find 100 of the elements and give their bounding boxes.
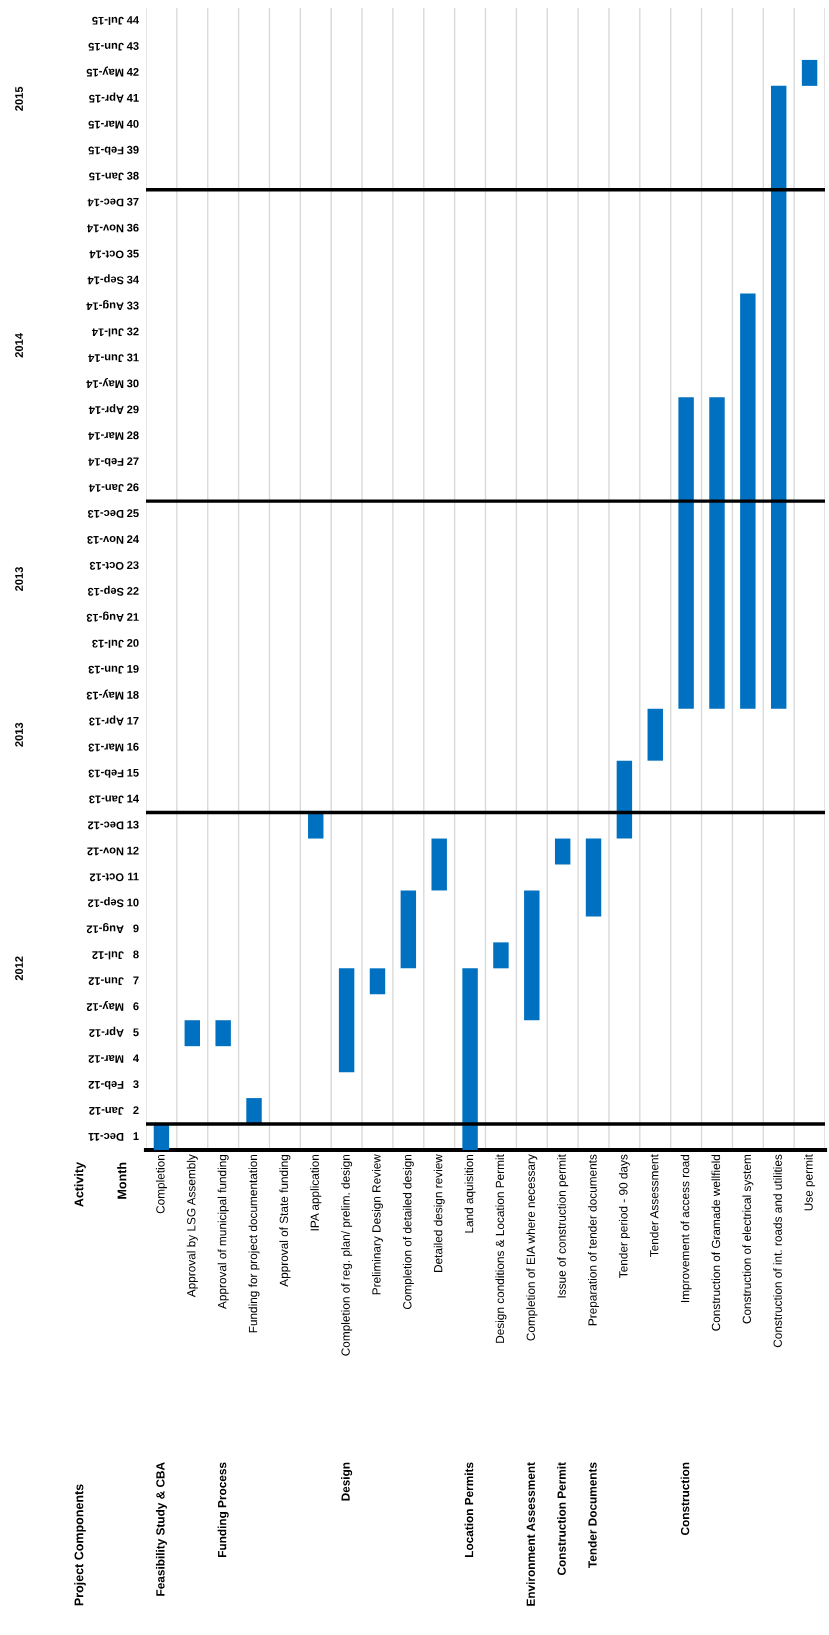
- text: Mar-14: [88, 432, 124, 440]
- bar: [647, 708, 663, 761]
- text: Apr-12: [89, 1026, 124, 1037]
- x-tick-label: Approval of municipal funding: [217, 1154, 229, 1310]
- text: Feb-15: [88, 146, 124, 155]
- y-tick-label: 20: [127, 639, 139, 647]
- x-tick-label: Completion: [155, 1154, 167, 1214]
- text: Apr-13: [89, 715, 124, 726]
- y-tick-label: 7: [133, 976, 139, 985]
- text: Jan-12: [89, 1106, 124, 1115]
- bar: [801, 59, 818, 86]
- bar: [493, 942, 509, 969]
- y-tick-label: 2: [133, 1106, 139, 1114]
- text: Mar-13: [88, 743, 124, 752]
- x-tick-label: Approval of State funding: [279, 1154, 291, 1287]
- y-tick-label: 8: [133, 950, 139, 959]
- text: Dec-14: [87, 198, 124, 207]
- x-tick-label: Tender period - 90 days: [618, 1154, 630, 1278]
- text: Design: [341, 1462, 353, 1501]
- text: Sep-13: [87, 585, 124, 596]
- bar: [678, 397, 694, 709]
- text: Activity: [74, 1162, 86, 1207]
- text: May-12: [86, 1000, 124, 1011]
- text: Jun-13: [88, 665, 124, 674]
- y-tick-label: 12: [127, 846, 139, 855]
- x-tick-label: Approval by LSG Assembly: [186, 1154, 198, 1298]
- text: Jan-15: [89, 172, 124, 181]
- text: 2014: [15, 333, 23, 358]
- y-tick-label: 37: [126, 197, 139, 206]
- text: Jun-12: [88, 977, 124, 986]
- bar: [431, 838, 447, 891]
- y-tick-label: 25: [127, 509, 139, 518]
- text: 2013: [15, 722, 23, 747]
- text: Feb-14: [88, 458, 124, 467]
- text: Tender Documents: [588, 1462, 597, 1568]
- text: Feasibility Study & CBA: [155, 1462, 167, 1596]
- bar: [184, 1020, 201, 1047]
- text: 2013: [15, 567, 23, 591]
- bar: [770, 85, 787, 709]
- y-tick-label: 33: [126, 301, 139, 310]
- x-tick-label: Detailed design review: [433, 1154, 445, 1272]
- bar: [554, 838, 571, 865]
- y-tick-label: 26: [127, 483, 139, 492]
- y-tick-label: 15: [127, 768, 139, 777]
- y-tick-label: 43: [126, 42, 139, 50]
- text: Feb-13: [88, 769, 124, 778]
- x-tick-label: Construction of int. roads and utilities: [773, 1154, 782, 1348]
- y-tick-label: 42: [126, 68, 139, 76]
- y-tick-label: 19: [127, 664, 139, 673]
- y-tick-label: 31: [126, 353, 139, 362]
- bar: [709, 397, 725, 709]
- y-tick-label: 18: [127, 690, 139, 699]
- text: May-15: [86, 66, 124, 77]
- x-tick-label: Tender Assessment: [649, 1154, 659, 1257]
- bar: [215, 1020, 231, 1047]
- y-tick-label: 32: [126, 327, 139, 336]
- y-tick-label: 27: [127, 457, 139, 466]
- text: Jun-14: [88, 354, 124, 362]
- bar: [153, 1124, 170, 1150]
- text: Month: [117, 1162, 127, 1199]
- bar: [740, 293, 756, 709]
- text: Apr-14: [88, 403, 124, 414]
- text: Oct-12: [89, 873, 124, 882]
- x-tick-label: Improvement of access road: [680, 1154, 692, 1303]
- text: Sep-12: [88, 897, 124, 908]
- text: Aug-13: [86, 611, 124, 622]
- text: Jul-14: [91, 328, 124, 337]
- text: Construction Permit: [557, 1462, 566, 1575]
- y-tick-label: 10: [127, 898, 139, 907]
- bar: [585, 838, 602, 917]
- text: Nov-13: [87, 535, 124, 544]
- x-tick-label: Completion of detailed design: [402, 1154, 414, 1310]
- text: Jan-14: [88, 484, 124, 492]
- bar: [462, 968, 478, 1150]
- text: 2015: [15, 86, 23, 111]
- text: Dec-12: [88, 821, 124, 830]
- text: Sep-14: [87, 274, 124, 285]
- text: May-14: [86, 378, 124, 388]
- y-tick-label: 39: [126, 145, 139, 154]
- y-tick-label: 13: [127, 820, 139, 829]
- text: Apr-15: [89, 92, 124, 103]
- y-tick-label: 21: [127, 613, 139, 621]
- y-tick-label: 1: [133, 1132, 139, 1140]
- y-tick-label: 38: [126, 171, 139, 180]
- text: Nov-12: [87, 847, 124, 856]
- x-tick-label: Completion of reg. plan/ prelim. design: [341, 1154, 353, 1356]
- y-tick-label: 9: [133, 924, 139, 933]
- y-tick-label: 44: [126, 16, 139, 24]
- text: Oct-14: [89, 250, 124, 259]
- text: Mar-15: [88, 120, 124, 129]
- text: Project Components: [74, 1484, 86, 1606]
- x-tick-label: Use permit: [804, 1154, 816, 1211]
- bar: [369, 968, 386, 995]
- y-tick-label: 22: [127, 587, 139, 595]
- bar: [246, 1098, 262, 1125]
- text: Jun-15: [88, 42, 124, 51]
- x-tick-label: Completion of EIA where necessary: [526, 1154, 538, 1341]
- y-tick-label: 6: [133, 1002, 139, 1011]
- y-tick-label: 4: [133, 1054, 139, 1063]
- text: Oct-13: [89, 561, 124, 570]
